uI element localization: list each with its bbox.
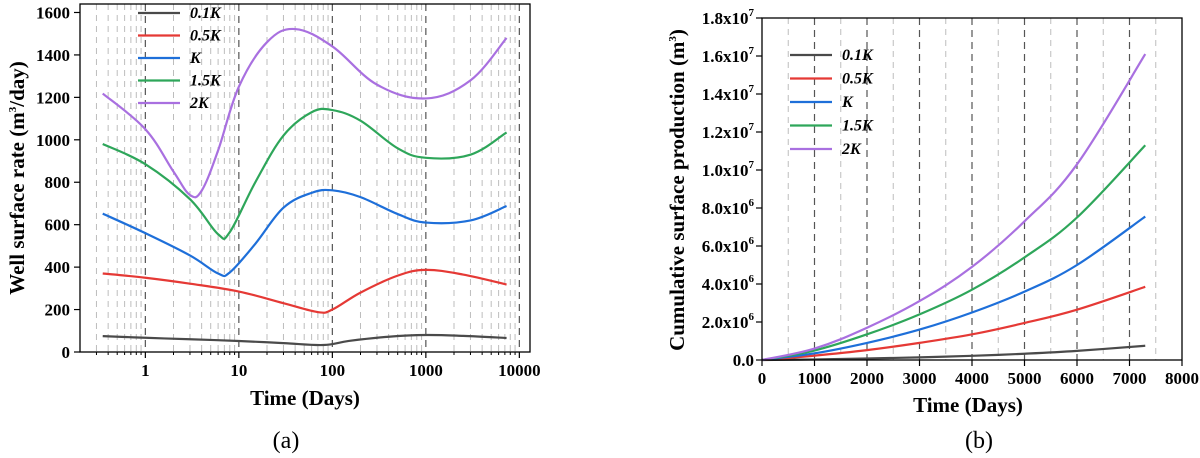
legend: 0.1K 0.5K K 1.5K 2K — [790, 47, 874, 158]
y-tick-label: 1.2x107 — [702, 121, 755, 142]
x-axis-ticks: 0 1000 2000 3000 4000 5000 6000 7000 8000 — [758, 360, 1199, 388]
x-tick-label: 0 — [758, 369, 767, 388]
series-line — [761, 285, 1146, 362]
x-tick-label: 1000 — [409, 361, 443, 380]
plot-area — [80, 4, 530, 352]
x-tick-label: 5000 — [1008, 369, 1042, 388]
panel-b-chart: 0 1000 2000 3000 4000 5000 6000 7000 8000 0.0 2.0… — [665, 7, 1199, 454]
x-tick-label: 10000 — [498, 361, 541, 380]
x-tick-label: 7000 — [1113, 369, 1147, 388]
panel-caption: (b) — [965, 428, 993, 454]
legend-label: 0.1K — [842, 47, 874, 64]
y-tick-label: 1.0x107 — [702, 159, 755, 180]
panel-a-chart: 1 10 100 1000 10000 0 200 400 600 800 1000 1200 140… — [5, 3, 541, 454]
y-axis-ticks: 0.0 2.0x106 4.0x106 6.0x106 8.0x106 1.0x107 1.… — [702, 7, 762, 370]
legend-label: 2K — [189, 95, 210, 112]
y-tick-label: 400 — [45, 258, 71, 277]
series-lines — [761, 53, 1147, 362]
series-line — [102, 27, 508, 199]
plot-frame — [79, 3, 531, 353]
legend-label: 1.5K — [190, 73, 222, 90]
legend-label: 0.1K — [190, 5, 222, 22]
series-line — [761, 344, 1146, 362]
y-tick-label: 0.0 — [733, 351, 754, 370]
y-tick-label: 1.8x107 — [702, 7, 755, 28]
y-tick-label: 1200 — [36, 88, 70, 107]
legend: 0.1K 0.5K K 1.5K 2K — [138, 5, 222, 112]
vertical-dashed-gridlines — [787, 18, 1157, 360]
y-tick-label: 1.6x107 — [702, 45, 755, 66]
x-tick-label: 3000 — [903, 369, 937, 388]
x-axis-title: Time (Days) — [250, 386, 360, 410]
y-tick-label: 1000 — [36, 131, 70, 150]
x-tick-label: 2000 — [850, 369, 884, 388]
panel-caption: (a) — [273, 428, 300, 454]
y-tick-label: 1600 — [36, 3, 70, 22]
y-tick-label: 6.0x106 — [702, 235, 755, 256]
y-tick-label: 200 — [45, 301, 71, 320]
series-line — [102, 268, 507, 314]
y-axis-title: Cumulative surface production (m3) — [665, 29, 689, 351]
y-tick-label: 600 — [45, 216, 71, 235]
y-tick-label: 800 — [45, 173, 71, 192]
legend-label: 0.5K — [190, 28, 222, 45]
series-line — [761, 53, 1147, 362]
x-tick-label: 6000 — [1060, 369, 1094, 388]
y-tick-label: 0 — [62, 343, 71, 362]
legend-label: 2K — [841, 141, 862, 158]
series-line — [102, 333, 507, 347]
y-tick-label: 1400 — [36, 46, 70, 65]
x-tick-label: 10 — [230, 361, 247, 380]
y-tick-label: 2.0x106 — [702, 311, 755, 332]
x-tick-label: 1 — [141, 361, 150, 380]
x-tick-label: 4000 — [955, 369, 989, 388]
x-tick-label: 1000 — [798, 369, 832, 388]
x-tick-label: 100 — [320, 361, 346, 380]
legend-label: 0.5K — [842, 71, 874, 88]
series-line — [102, 188, 507, 278]
legend-label: K — [841, 94, 854, 111]
y-tick-label: 4.0x106 — [702, 273, 755, 294]
series-line — [761, 215, 1146, 362]
series-line — [761, 144, 1147, 362]
x-axis-ticks: 1 10 100 1000 10000 — [95, 352, 541, 380]
y-axis-title: Well surface rate (m3/day) — [5, 61, 29, 295]
legend-label: 1.5K — [842, 118, 874, 135]
series-lines — [102, 27, 508, 347]
series-line — [102, 107, 508, 241]
x-axis-title: Time (Days) — [913, 393, 1023, 417]
y-axis-ticks: 0 200 400 600 800 1000 1200 1400 1600 — [36, 3, 80, 362]
y-tick-label: 8.0x106 — [702, 197, 755, 218]
x-tick-label: 8000 — [1165, 369, 1199, 388]
legend-label: K — [189, 50, 202, 67]
vertical-dashed-gridlines — [95, 4, 520, 352]
y-tick-label: 1.4x107 — [702, 83, 755, 104]
